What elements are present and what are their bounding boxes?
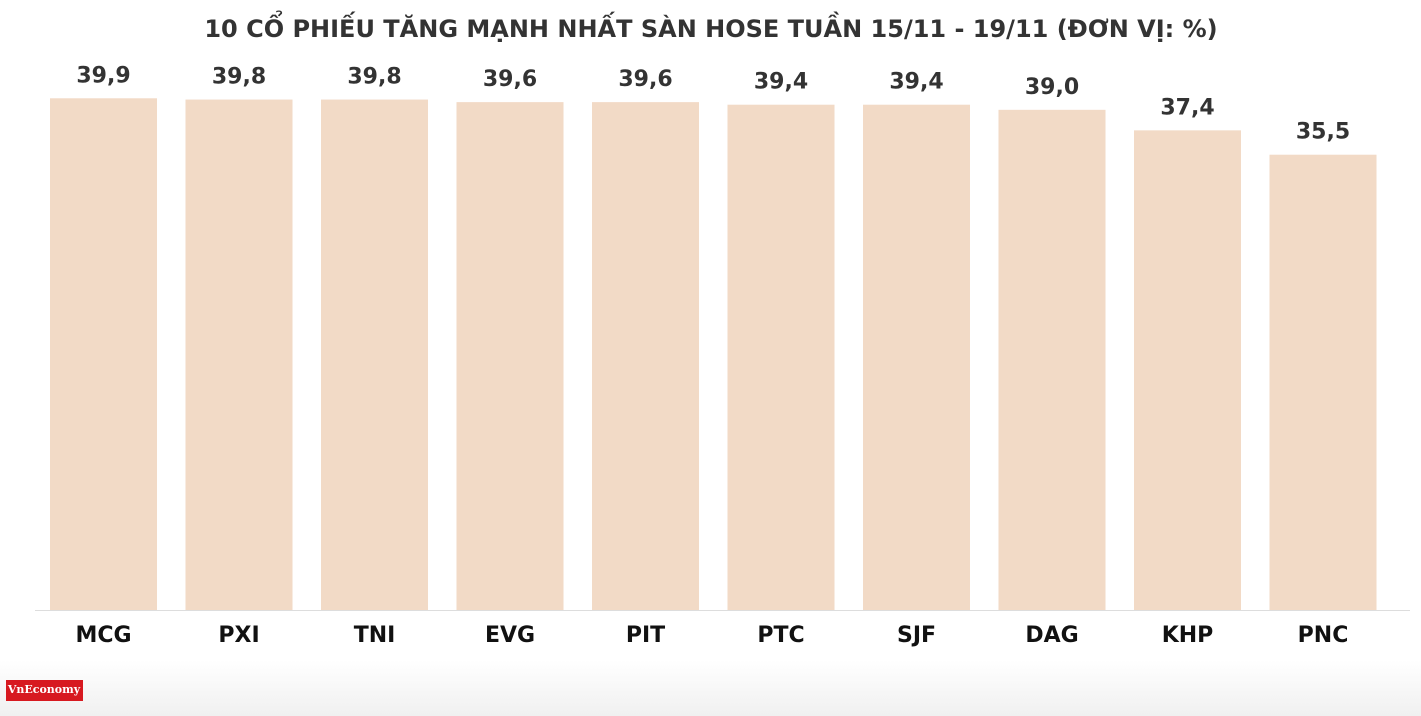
value-label: 39,9 xyxy=(76,63,130,88)
bar xyxy=(727,104,835,610)
x-tick-label: MCG xyxy=(75,623,131,648)
bar xyxy=(456,102,564,610)
footer xyxy=(0,660,1421,716)
value-label: 39,6 xyxy=(618,67,672,92)
x-tick-label: SJF xyxy=(897,623,936,648)
x-tick-label: PIT xyxy=(626,623,665,648)
value-label: 39,4 xyxy=(889,70,943,95)
bar xyxy=(50,98,157,610)
x-tick-label: TNI xyxy=(354,623,396,648)
value-label: 39,8 xyxy=(347,65,401,90)
x-tick-label: PNC xyxy=(1298,623,1349,648)
bar xyxy=(592,102,699,610)
bar xyxy=(321,99,428,610)
bar xyxy=(1134,130,1241,610)
bar xyxy=(863,104,970,610)
x-tick-label: PXI xyxy=(218,623,259,648)
value-label: 39,4 xyxy=(754,70,808,95)
x-tick-label: DAG xyxy=(1025,623,1078,648)
value-label: 39,6 xyxy=(483,67,537,92)
value-label: 39,8 xyxy=(212,65,266,90)
value-label: 35,5 xyxy=(1296,120,1350,145)
bar xyxy=(998,109,1106,610)
logo: VnEconomy xyxy=(7,683,81,696)
bar xyxy=(1269,154,1377,610)
logo-box xyxy=(6,680,83,701)
value-label: 37,4 xyxy=(1160,95,1214,120)
bar xyxy=(185,99,293,610)
chart-title: 10 CỔ PHIẾU TĂNG MẠNH NHẤT SÀN HOSE TUẦN… xyxy=(204,8,1217,43)
x-tick-label: EVG xyxy=(485,623,535,648)
value-label: 39,0 xyxy=(1025,75,1079,100)
x-tick-label: KHP xyxy=(1162,623,1214,648)
x-tick-label: PTC xyxy=(757,623,804,648)
